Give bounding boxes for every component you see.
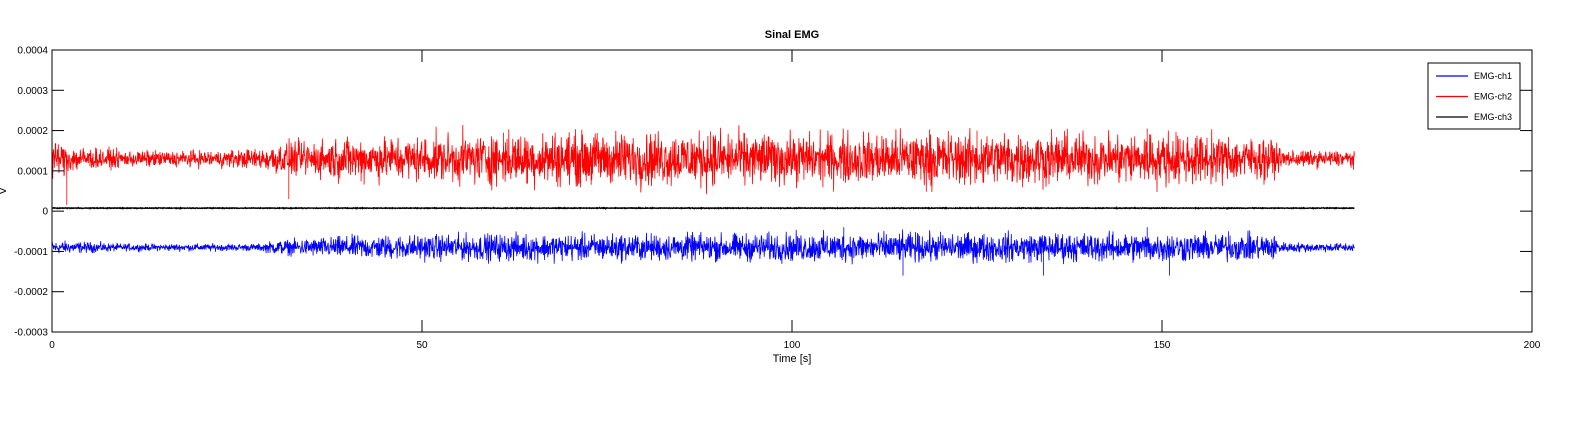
y-tick-label: 0.0001 (17, 166, 48, 177)
y-tick-label: -0.0002 (14, 287, 48, 298)
series-line-emg-ch3 (52, 206, 1355, 211)
legend: EMG-ch1 EMG-ch2 EMG-ch3 (1427, 62, 1521, 130)
y-tick-label: -0.0001 (14, 247, 48, 258)
y-tick-label: 0 (42, 207, 48, 218)
legend-label: EMG-ch3 (1474, 112, 1512, 122)
series-line-emg-ch2 (52, 124, 1355, 206)
x-tick-label: 0 (49, 340, 55, 351)
y-axis-label: V (0, 187, 9, 195)
y-tick-label: 0.0003 (17, 86, 48, 97)
x-tick-label: 50 (416, 340, 428, 351)
series-line-emg-ch1 (52, 227, 1355, 276)
ticks-layer: 0 50 100 150 200 -0.0003 -0.0002 -0.0001 0 0.0001… (14, 46, 1541, 352)
chart-title: Sinal EMG (765, 29, 819, 41)
axes-box (51, 49, 1533, 333)
y-tick-label: 0.0004 (17, 46, 48, 57)
x-tick-label: 150 (1154, 340, 1171, 351)
y-tick-label: 0.0002 (17, 126, 48, 137)
x-tick-label: 200 (1524, 340, 1541, 351)
x-axis-label: Time [s] (773, 353, 812, 365)
legend-label: EMG-ch2 (1474, 92, 1512, 102)
y-tick-label: -0.0003 (14, 328, 48, 339)
legend-label: EMG-ch1 (1474, 71, 1512, 81)
x-tick-label: 100 (784, 340, 801, 351)
series-layer (52, 124, 1355, 276)
